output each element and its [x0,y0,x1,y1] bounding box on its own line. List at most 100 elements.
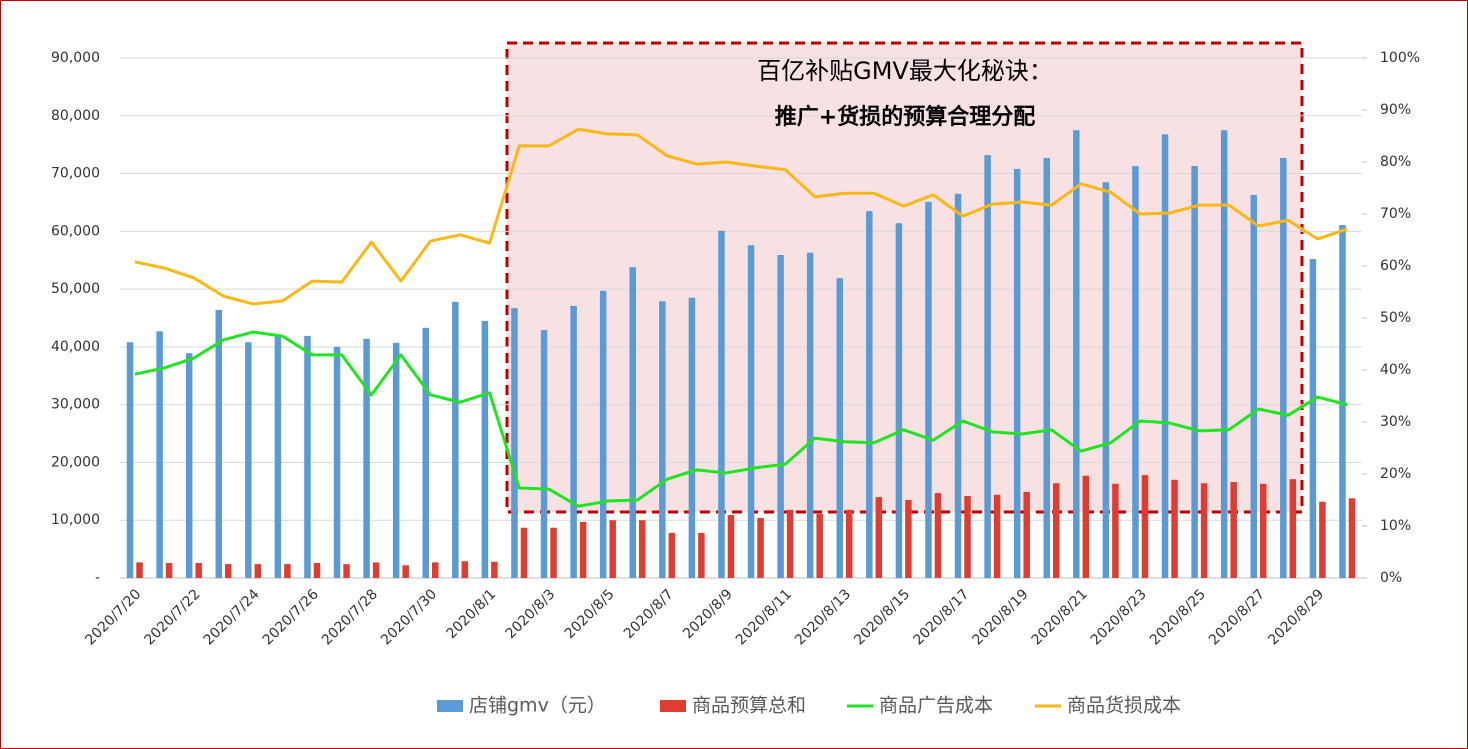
bar [333,346,341,578]
bar [609,520,616,578]
y2-tick-label: 50% [1380,310,1411,326]
bar [225,564,232,578]
legend-swatch [660,700,686,712]
bar [1319,501,1326,578]
bar [363,338,370,578]
bar [1073,130,1080,578]
bar [806,252,814,578]
bar [195,562,202,578]
bar [993,494,1001,578]
bar [540,330,548,578]
annotation-subtitle: 推广+货损的预算合理分配 [775,104,1035,130]
bar [520,527,528,578]
bar [254,564,262,578]
bar [1112,483,1119,578]
bar [511,308,518,578]
bar [1191,166,1198,579]
bar [452,301,459,578]
bar [1339,224,1346,578]
bar [1132,166,1139,579]
y-tick-label: 60,000 [51,223,100,239]
bar [461,561,469,578]
bar [1171,479,1178,578]
y-tick-label: 20,000 [51,454,100,470]
bar [599,290,607,578]
bar [639,520,646,578]
y-tick-label: 40,000 [51,339,100,355]
bar [245,342,252,578]
bar [786,509,794,578]
bar [668,532,676,578]
legend-label: 店铺gmv（元） [469,695,606,717]
y2-tick-label: 20% [1380,466,1411,482]
y2-tick-label: 70% [1380,206,1411,222]
bar [964,495,971,578]
bar [629,267,636,578]
bar [1289,479,1297,578]
line [134,330,1348,508]
y-tick-label: 30,000 [51,397,100,413]
bar [165,562,173,578]
highlight-box [505,41,1304,514]
legend-label: 商品广告成本 [879,695,993,717]
bar [422,327,429,578]
bar [846,509,853,578]
bar [925,201,932,578]
bar [1230,482,1237,578]
bar [1161,134,1169,578]
y2-tick-label: 10% [1380,518,1411,534]
bar [816,513,823,578]
legend-label: 商品货损成本 [1067,695,1181,717]
bar [747,245,755,578]
bar [1102,182,1110,578]
y2-tick-label: 0% [1380,570,1402,586]
line [134,127,1348,306]
bar [215,309,222,578]
bar [156,331,163,578]
y2-tick-label: 80% [1380,154,1411,170]
y2-tick-label: 100% [1380,50,1420,66]
y-tick-label: 80,000 [51,108,100,124]
bar [659,301,666,578]
bar [1013,168,1021,578]
bar [984,155,991,579]
bar [1220,130,1228,578]
y-tick-label: 70,000 [51,166,100,182]
bar [1280,157,1287,578]
bar [274,335,282,578]
bar [372,562,380,578]
bar [875,497,883,578]
bar [727,515,735,578]
bar [905,500,912,578]
bar [284,564,291,578]
y-tick-label: 10,000 [51,512,100,528]
annotation-title: 百亿补贴GMV最大化秘诀： [757,57,1053,85]
bar [718,230,725,578]
bar [1141,475,1149,578]
legend-label: 商品预算总和 [692,695,806,717]
bar [1200,483,1208,578]
bar [757,517,764,578]
y-tick-label: 50,000 [51,281,100,297]
y2-tick-label: 40% [1380,362,1411,378]
bar [579,521,587,578]
bar [402,565,409,578]
bar [1348,498,1356,578]
bar [491,561,498,578]
y-tick-label: - [95,570,100,586]
bar [866,211,873,578]
y2-tick-label: 30% [1380,414,1411,430]
bar [1250,194,1257,578]
bar [432,562,439,578]
bar [698,532,705,578]
bar [836,278,843,578]
y-tick-label: 90,000 [51,50,100,66]
bar [313,562,321,578]
bar [185,353,193,578]
bar [550,527,557,578]
bar [1082,475,1090,578]
bar [136,562,143,578]
bar [1260,483,1267,578]
bar [1043,157,1050,578]
